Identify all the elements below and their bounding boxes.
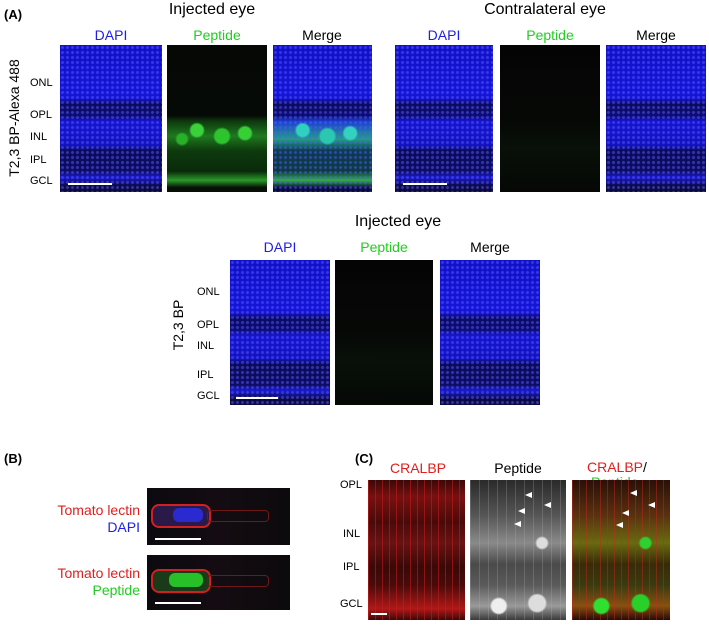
layer-label: OPL: [340, 479, 363, 491]
column-label: DAPI: [263, 239, 297, 255]
stain-label: DAPI: [107, 519, 140, 535]
layer-label: IPL: [343, 561, 360, 573]
layer-label: INL: [197, 340, 215, 352]
micrograph: [167, 45, 267, 192]
group-title: Injected eye: [354, 213, 442, 230]
layer-label: GCL: [30, 175, 53, 187]
panel-label: (A): [4, 7, 23, 22]
layer-label: INL: [30, 131, 48, 143]
micrograph: [147, 488, 290, 545]
panel-label: (B): [4, 451, 23, 466]
column-label: Peptide: [360, 239, 408, 255]
layer-label: GCL: [197, 390, 220, 402]
arrowhead: [630, 490, 637, 496]
image-feature: [207, 575, 269, 587]
column-label: DAPI: [427, 27, 461, 43]
micrograph: [147, 555, 290, 610]
micrograph: [230, 260, 330, 405]
layer-label: GCL: [340, 598, 363, 610]
panel-label: (C): [355, 451, 374, 466]
stain-label: Peptide: [92, 582, 140, 598]
layer-label: OPL: [30, 109, 53, 121]
column-label: Peptide: [526, 27, 574, 43]
column-label: CRALBP/: [587, 460, 647, 474]
arrowhead: [648, 502, 655, 508]
column-label: CRALBP: [389, 460, 447, 476]
layer-label: OPL: [197, 319, 220, 331]
row-label: T2,3 BP: [170, 299, 186, 351]
micrograph: [368, 480, 465, 620]
layer-label: ONL: [197, 286, 220, 298]
group-title: Contralateral eye: [484, 1, 606, 18]
merge-part: CRALBP: [587, 459, 644, 475]
row-label: T2,3 BP-Alexa 488: [6, 59, 22, 177]
micrograph: [273, 45, 372, 192]
scale-bar: [236, 397, 278, 399]
arrowhead: [518, 508, 525, 514]
scale-bar: [155, 602, 201, 604]
micrograph: [500, 45, 600, 192]
micrograph: [395, 45, 493, 192]
micrograph: [60, 45, 162, 192]
scale-bar: [68, 183, 112, 185]
column-label: DAPI: [94, 27, 128, 43]
stain-label: Tomato lectin: [57, 565, 140, 581]
column-label: Merge: [470, 239, 510, 255]
micrograph: [470, 480, 566, 620]
micrograph: [335, 260, 433, 405]
image-feature: [173, 508, 203, 522]
arrowhead: [514, 521, 521, 527]
layer-label: ONL: [30, 77, 53, 89]
column-label: Peptide: [193, 27, 241, 43]
stain-label: Tomato lectin: [57, 502, 140, 518]
layer-label: IPL: [30, 154, 47, 166]
image-feature: [207, 510, 269, 522]
column-label: Peptide: [494, 460, 542, 476]
arrowhead: [544, 502, 551, 508]
micrograph: [440, 260, 540, 405]
column-label: Merge: [302, 27, 342, 43]
merge-part: /: [643, 459, 647, 475]
layer-label: INL: [343, 528, 361, 540]
arrowhead: [525, 492, 532, 498]
column-label: Merge: [636, 27, 676, 43]
scale-bar: [371, 613, 387, 615]
scale-bar: [155, 538, 201, 540]
micrograph: [572, 480, 670, 620]
arrowhead: [622, 510, 629, 516]
scale-bar: [403, 183, 447, 185]
arrowhead: [616, 522, 623, 528]
layer-label: IPL: [197, 369, 214, 381]
image-feature: [169, 573, 203, 587]
micrograph: [606, 45, 706, 192]
group-title: Injected eye: [168, 1, 256, 18]
